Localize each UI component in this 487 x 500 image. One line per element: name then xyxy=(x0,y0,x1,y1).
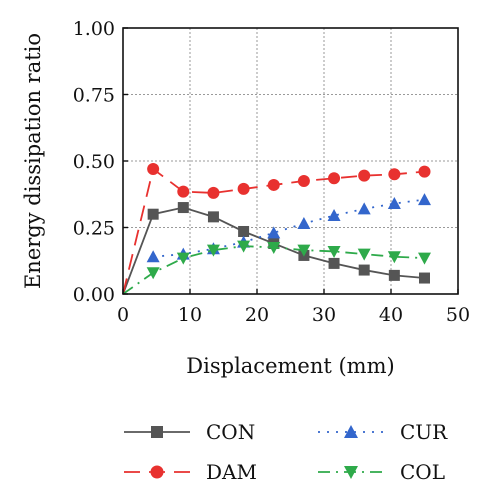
legend: CON CUR DAM COL xyxy=(124,420,448,484)
x-tick-label: 30 xyxy=(312,304,336,326)
series-col-point xyxy=(297,244,311,257)
x-tick-label: 10 xyxy=(178,304,202,326)
legend-item-cur: CUR xyxy=(318,420,448,444)
series-col-point xyxy=(357,248,371,261)
y-tick-label: 1.00 xyxy=(73,18,115,40)
series-con-point xyxy=(388,269,400,281)
y-tick-label: 0.75 xyxy=(73,85,115,107)
legend-item-con: CON xyxy=(124,420,255,444)
legend-marker-cur xyxy=(344,425,358,438)
y-tick-label: 0.00 xyxy=(73,284,115,306)
series-dam-point xyxy=(177,185,190,198)
grid-lines xyxy=(123,28,458,294)
series-dam-point xyxy=(328,172,341,185)
series-cur-point xyxy=(267,226,281,239)
legend-label-cur: CUR xyxy=(400,420,448,444)
series-col xyxy=(122,240,431,295)
series-dam-point xyxy=(267,178,280,191)
series-cur-point xyxy=(418,193,431,206)
legend-marker-con xyxy=(151,426,163,438)
series-cur-point xyxy=(357,202,371,215)
x-tick-label: 20 xyxy=(245,304,269,326)
x-tick-label: 40 xyxy=(379,304,403,326)
series-con-point xyxy=(419,272,430,284)
legend-item-col: COL xyxy=(318,460,445,484)
x-tick-label: 0 xyxy=(117,304,129,326)
series-dam xyxy=(122,162,431,295)
series-dam-point xyxy=(147,162,160,175)
series-col-point xyxy=(267,241,281,254)
series-cur-point xyxy=(146,250,160,263)
series-con-point xyxy=(207,211,219,223)
series-dam-point xyxy=(358,169,371,182)
series-dam-point xyxy=(207,186,220,199)
series-dam-point xyxy=(418,165,431,178)
series-col-point xyxy=(387,251,401,264)
series-cur-point xyxy=(327,209,341,222)
x-tick-label: 50 xyxy=(446,304,470,326)
series-col-point xyxy=(237,240,251,253)
series-con-point xyxy=(147,208,159,220)
series-cur-line xyxy=(153,198,425,258)
series-col-point xyxy=(418,252,431,265)
series-con-point xyxy=(238,225,250,237)
series-col-point xyxy=(206,244,220,257)
series-con-point xyxy=(358,264,370,276)
legend-marker-dam xyxy=(150,465,164,479)
legend-item-dam: DAM xyxy=(124,460,257,484)
plot-series xyxy=(122,162,431,295)
series-dam-point xyxy=(297,174,310,187)
series-col-point xyxy=(146,267,160,280)
y-tick-label: 0.25 xyxy=(73,218,115,240)
series-cur-point xyxy=(297,217,311,230)
legend-label-col: COL xyxy=(400,460,445,484)
y-axis-title: Energy dissipation ratio xyxy=(21,33,45,289)
series-con-point xyxy=(177,202,189,214)
series-col-point xyxy=(176,252,190,265)
legend-label-con: CON xyxy=(206,420,255,444)
axis-ticks: 0 10 20 30 40 50 0.00 0.25 0.50 0.75 1.00 xyxy=(73,18,470,326)
series-con-point xyxy=(328,257,340,269)
series-cur-point xyxy=(387,197,401,210)
series-dam-point xyxy=(237,182,250,195)
legend-marker-col xyxy=(344,466,358,479)
series-col-point xyxy=(327,245,341,258)
y-tick-label: 0.50 xyxy=(73,151,115,173)
legend-label-dam: DAM xyxy=(206,460,257,484)
x-axis-title: Displacement (mm) xyxy=(186,354,394,378)
series-dam-point xyxy=(388,168,401,181)
